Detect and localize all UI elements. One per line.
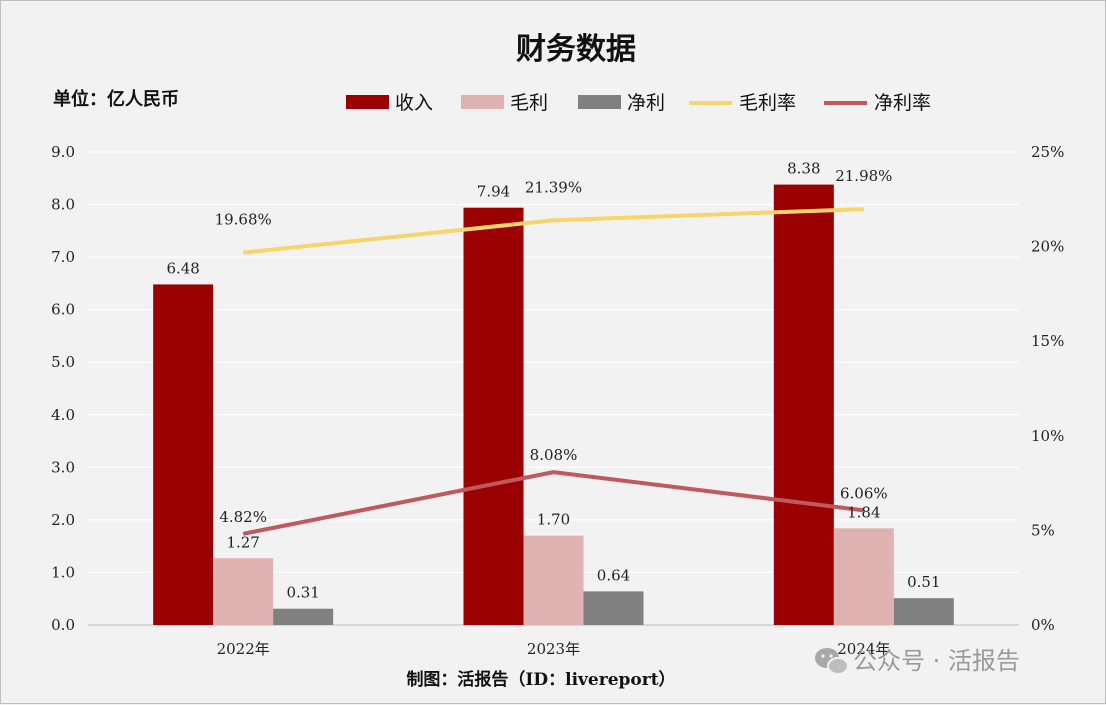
legend-label: 毛利率	[739, 92, 796, 114]
right-tick-label: 25%	[1031, 143, 1064, 161]
right-tick-label: 5%	[1031, 521, 1055, 539]
left-tick-label: 5.0	[51, 353, 75, 371]
left-tick-label: 0.0	[51, 616, 75, 634]
legend-swatch-净利	[578, 95, 621, 109]
bar-收入	[463, 207, 524, 625]
right-axis-ticks: 0% 5% 10% 15% 20% 25%	[1031, 143, 1064, 634]
bar-毛利	[523, 535, 584, 625]
line-value-label: 8.08%	[530, 446, 578, 464]
left-tick-label: 2.0	[51, 511, 75, 529]
chart-title: 财务数据	[516, 32, 636, 67]
left-tick-label: 3.0	[51, 458, 75, 476]
bar-收入	[773, 184, 834, 625]
bar-value-label: 0.31	[286, 584, 319, 602]
left-tick-label: 1.0	[51, 563, 75, 581]
watermark-text: 公众号 · 活报告	[853, 647, 1020, 675]
x-tick-label: 2022年	[217, 640, 270, 658]
legend-swatch-毛利	[461, 95, 504, 109]
legend-swatch-收入	[346, 95, 389, 109]
left-tick-label: 4.0	[51, 406, 75, 424]
data-labels: 6.48 7.94 8.38 1.27 1.70 1.84 0.31 0.64 0.51 19.6…	[166, 160, 940, 602]
unit-label: 单位：亿人民币	[53, 88, 179, 110]
legend-label: 收入	[395, 92, 433, 114]
legend-label: 毛利	[510, 92, 548, 114]
bar-value-label: 8.38	[787, 160, 820, 178]
watermark: 公众号 · 活报告	[815, 647, 1020, 675]
right-tick-label: 0%	[1031, 616, 1055, 634]
line-毛利率	[242, 207, 864, 255]
line-净利率	[242, 470, 865, 536]
bar-value-label: 1.27	[226, 533, 259, 551]
left-axis-ticks: 0.0 1.0 2.0 3.0 4.0 5.0 6.0 7.0 8.0 9.0	[51, 143, 75, 634]
x-tick-label: 2024年	[837, 640, 890, 658]
bars-group	[153, 184, 954, 625]
bar-毛利	[833, 528, 894, 625]
left-tick-label: 6.0	[51, 301, 75, 319]
right-tick-label: 20%	[1031, 238, 1064, 256]
bar-value-label: 6.48	[166, 259, 199, 277]
bar-value-label: 1.70	[537, 511, 570, 529]
chart-credit: 制图：活报告（ID：livereport）	[406, 669, 675, 690]
line-value-label: 21.98%	[835, 167, 892, 185]
legend-label: 净利	[627, 92, 665, 114]
x-tick-label: 2023年	[527, 640, 580, 658]
x-axis-ticks: 2022年 2023年 2024年	[217, 640, 891, 658]
lines-group	[242, 207, 865, 536]
line-value-label: 4.82%	[219, 508, 267, 526]
wechat-icon	[815, 648, 849, 675]
line-value-label: 19.68%	[215, 211, 272, 229]
line-value-label: 21.39%	[525, 178, 582, 196]
right-tick-label: 10%	[1031, 427, 1064, 445]
legend: 收入 毛利 净利 毛利率 净利率	[346, 92, 931, 114]
bar-净利	[583, 591, 644, 625]
left-tick-label: 8.0	[51, 196, 75, 214]
bar-value-label: 0.64	[597, 566, 630, 584]
bar-毛利	[213, 558, 274, 625]
line-value-label: 6.06%	[840, 484, 888, 502]
bar-value-label: 0.51	[907, 573, 940, 591]
bar-净利	[273, 608, 334, 625]
bar-净利	[893, 598, 954, 625]
right-tick-label: 15%	[1031, 332, 1064, 350]
left-tick-label: 7.0	[51, 248, 75, 266]
left-tick-label: 9.0	[51, 143, 75, 161]
legend-label: 净利率	[874, 92, 931, 114]
bar-value-label: 1.84	[847, 503, 880, 521]
bar-收入	[153, 284, 214, 625]
bar-value-label: 7.94	[477, 183, 510, 201]
